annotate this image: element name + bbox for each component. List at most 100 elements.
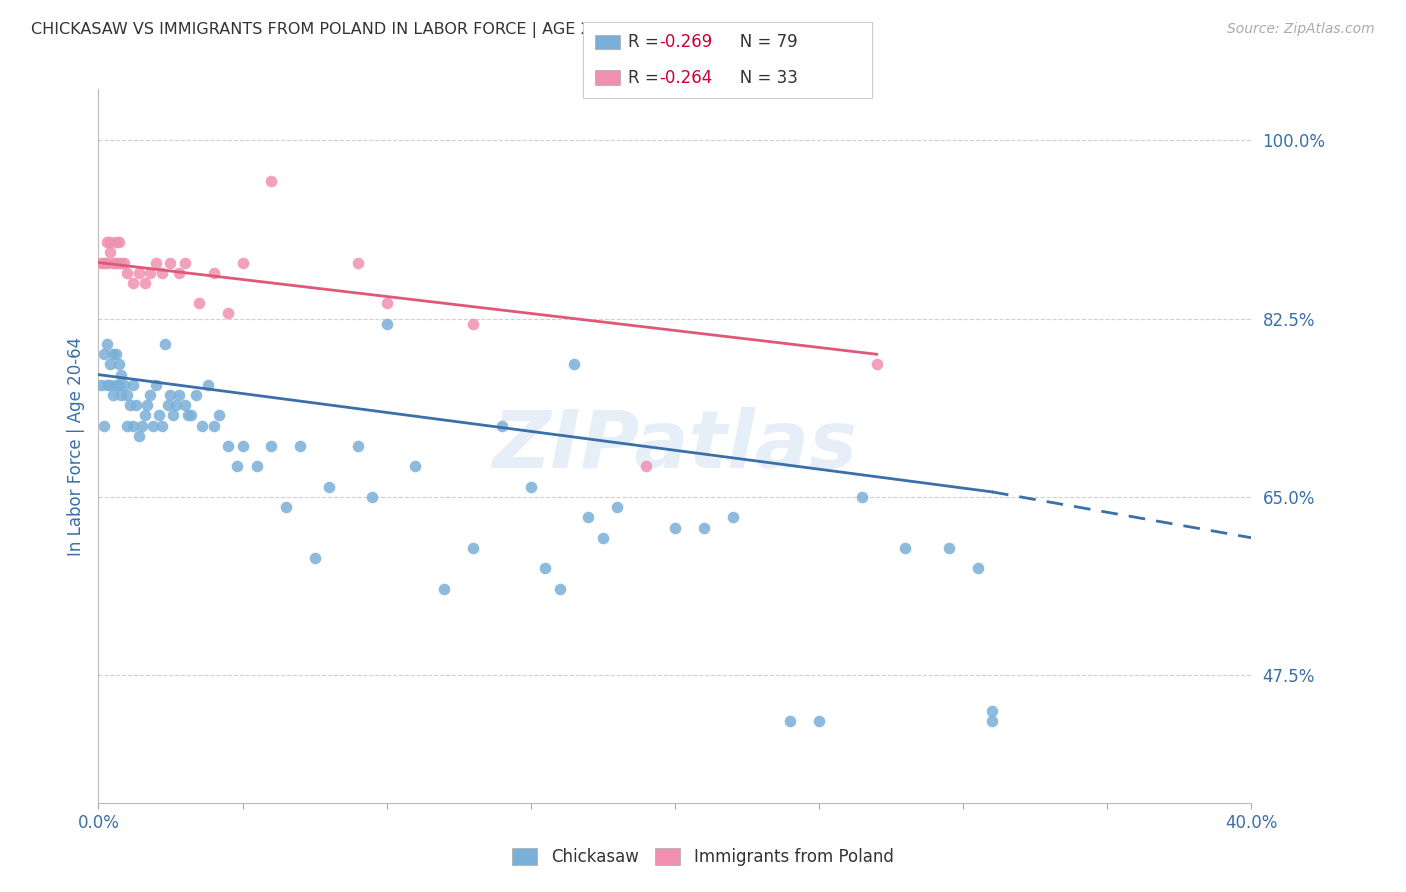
Text: N = 79: N = 79 xyxy=(724,33,797,51)
Point xyxy=(461,541,484,555)
Point xyxy=(808,714,831,729)
Point xyxy=(142,418,165,433)
Point xyxy=(128,429,150,443)
Point xyxy=(90,377,112,392)
Point xyxy=(120,398,142,412)
Text: ZIPatlas: ZIPatlas xyxy=(492,407,858,485)
Point xyxy=(107,235,129,249)
Point xyxy=(346,439,368,453)
Text: -0.264: -0.264 xyxy=(659,69,713,87)
Point xyxy=(231,439,254,453)
Point xyxy=(153,337,176,351)
Point xyxy=(981,704,1004,718)
Point xyxy=(361,490,384,504)
Point xyxy=(104,255,127,269)
Point xyxy=(107,358,129,372)
Point xyxy=(98,245,121,260)
Point xyxy=(548,582,571,596)
Point xyxy=(180,409,202,423)
Point xyxy=(664,520,686,534)
Point xyxy=(167,388,190,402)
Point xyxy=(562,358,585,372)
Point xyxy=(461,317,484,331)
Legend: Chickasaw, Immigrants from Poland: Chickasaw, Immigrants from Poland xyxy=(505,840,901,875)
Point xyxy=(188,296,211,310)
Point xyxy=(93,418,115,433)
Point xyxy=(145,377,167,392)
Point xyxy=(148,409,170,423)
Text: R =: R = xyxy=(628,69,665,87)
Point xyxy=(131,418,153,433)
Point xyxy=(693,520,716,534)
Point xyxy=(606,500,628,515)
Point xyxy=(405,459,427,474)
Point xyxy=(122,418,145,433)
Point xyxy=(117,388,139,402)
Point xyxy=(117,266,139,280)
Point xyxy=(851,490,873,504)
Point xyxy=(186,388,208,402)
Point xyxy=(104,235,127,249)
Point xyxy=(520,480,543,494)
Point xyxy=(139,388,162,402)
Point xyxy=(156,398,179,412)
Point xyxy=(779,714,801,729)
Point xyxy=(117,418,139,433)
Point xyxy=(375,296,398,310)
Point xyxy=(217,306,239,320)
Point xyxy=(578,510,600,524)
Point xyxy=(112,377,135,392)
Point xyxy=(177,409,200,423)
Point xyxy=(122,377,145,392)
Point xyxy=(491,418,513,433)
Point xyxy=(98,235,121,249)
Text: N = 33: N = 33 xyxy=(724,69,799,87)
Point xyxy=(93,255,115,269)
Point xyxy=(96,337,118,351)
Point xyxy=(304,551,326,566)
Point xyxy=(174,398,197,412)
Text: -0.269: -0.269 xyxy=(659,33,713,51)
Point xyxy=(110,255,132,269)
Point xyxy=(159,388,181,402)
Point xyxy=(159,255,181,269)
Point xyxy=(139,266,162,280)
Point xyxy=(134,276,156,290)
Point xyxy=(134,409,156,423)
Point xyxy=(290,439,312,453)
Point xyxy=(107,377,129,392)
Point xyxy=(150,266,173,280)
Point xyxy=(318,480,340,494)
Point xyxy=(96,235,118,249)
Point xyxy=(110,388,132,402)
Point xyxy=(260,174,283,188)
Point xyxy=(274,500,297,515)
Point xyxy=(98,358,121,372)
Point xyxy=(165,398,187,412)
Point xyxy=(128,266,150,280)
Point xyxy=(150,418,173,433)
Point xyxy=(104,377,127,392)
Point xyxy=(110,368,132,382)
Point xyxy=(866,358,889,372)
Text: Source: ZipAtlas.com: Source: ZipAtlas.com xyxy=(1227,22,1375,37)
Point xyxy=(101,388,124,402)
Point xyxy=(96,255,118,269)
Point xyxy=(981,714,1004,729)
Point xyxy=(112,255,135,269)
Point xyxy=(433,582,456,596)
Point xyxy=(162,409,184,423)
Point xyxy=(938,541,960,555)
Point xyxy=(107,255,129,269)
Point xyxy=(93,347,115,361)
Point xyxy=(101,255,124,269)
Text: CHICKASAW VS IMMIGRANTS FROM POLAND IN LABOR FORCE | AGE 20-64 CORRELATION CHART: CHICKASAW VS IMMIGRANTS FROM POLAND IN L… xyxy=(31,22,806,38)
Text: R =: R = xyxy=(628,33,665,51)
Point xyxy=(191,418,214,433)
Point xyxy=(534,561,557,575)
Point xyxy=(101,347,124,361)
Point xyxy=(346,255,368,269)
Point xyxy=(208,409,231,423)
Point xyxy=(122,276,145,290)
Point xyxy=(260,439,283,453)
